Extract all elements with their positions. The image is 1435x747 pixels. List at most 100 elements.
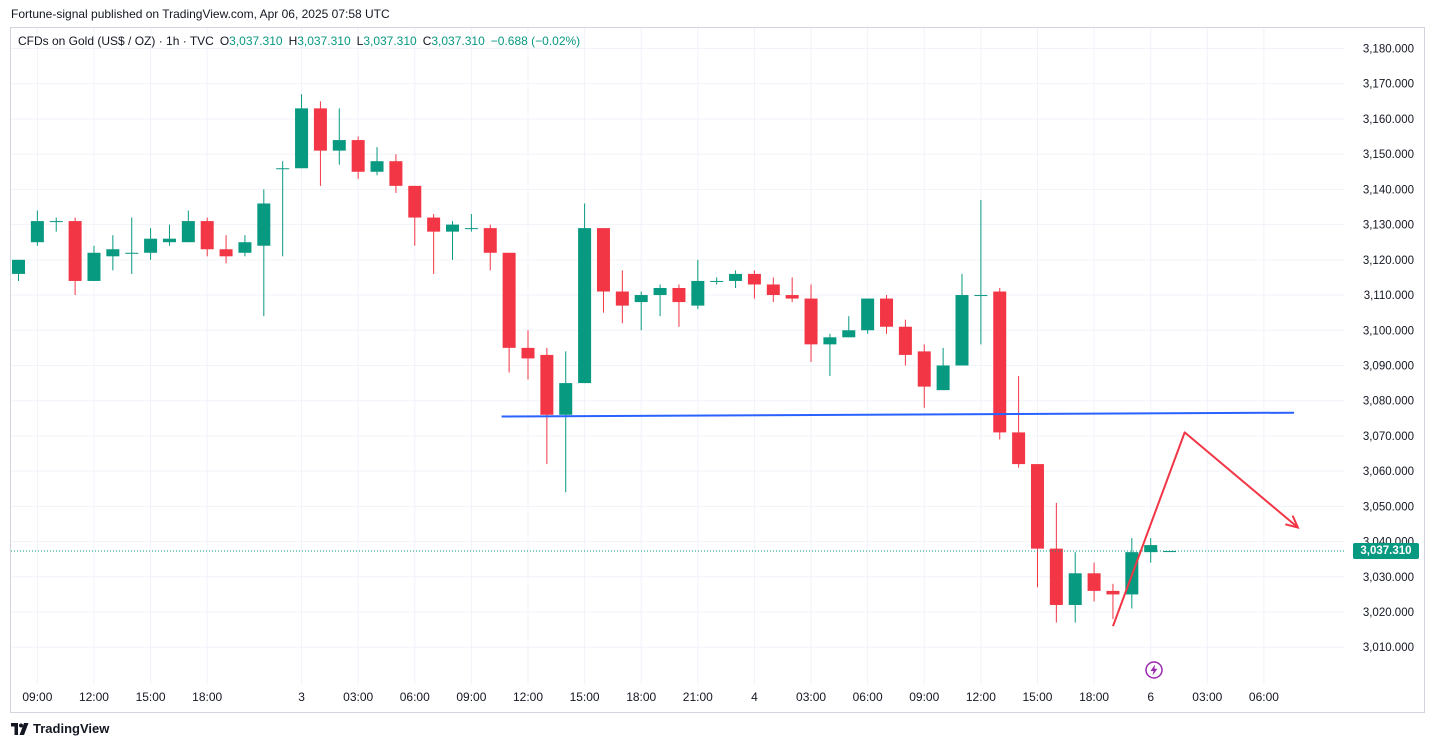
candle-4 xyxy=(87,245,101,281)
candles xyxy=(12,94,1177,623)
legend-close-label: C xyxy=(422,34,432,48)
x-tick-label: 4 xyxy=(751,690,758,704)
y-tick-label: 3,110.000 xyxy=(1364,290,1414,302)
candle-body xyxy=(30,221,44,243)
x-tick-label: 06:00 xyxy=(1249,690,1279,704)
candle-29 xyxy=(559,351,573,493)
candle-body xyxy=(181,221,195,243)
candle-57 xyxy=(1087,562,1101,602)
candle-body xyxy=(332,140,346,151)
candle-33 xyxy=(634,291,648,331)
candle-1 xyxy=(30,210,44,246)
candle-body xyxy=(691,280,705,306)
candle-45 xyxy=(861,298,875,334)
x-tick-label: 09:00 xyxy=(22,690,52,704)
candle-21 xyxy=(408,185,422,246)
candle-body xyxy=(125,252,139,254)
x-tick-label: 12:00 xyxy=(79,690,109,704)
candle-body xyxy=(559,383,573,415)
candle-body xyxy=(993,291,1007,433)
legend-open-value: 3,037.310 xyxy=(229,34,283,48)
y-tick-label: 3,050.000 xyxy=(1363,501,1414,513)
candle-body xyxy=(729,273,743,281)
x-tick-label: 12:00 xyxy=(513,690,543,704)
candle-36 xyxy=(691,259,705,310)
candle-16 xyxy=(313,101,327,186)
drawings xyxy=(501,411,1300,627)
legend-change: −0.688 (−0.02%) xyxy=(490,34,581,48)
candle-body xyxy=(955,295,969,366)
candle-26 xyxy=(502,252,516,373)
y-tick-label: 3,120.000 xyxy=(1363,255,1414,267)
candle-5 xyxy=(106,235,120,271)
candle-18 xyxy=(351,136,365,179)
candle-body xyxy=(427,217,441,232)
candle-51 xyxy=(974,199,988,345)
candle-42 xyxy=(804,284,818,362)
candle-28 xyxy=(540,347,554,465)
x-tick-label: 12:00 xyxy=(966,690,996,704)
candle-23 xyxy=(446,221,460,260)
y-tick-label: 3,100.000 xyxy=(1363,325,1414,337)
candle-34 xyxy=(653,284,667,317)
candle-body xyxy=(1106,590,1120,595)
candle-37 xyxy=(710,277,724,285)
legend-open-label: O xyxy=(219,34,230,48)
time-axis: 09:00 12:00 15:00 18:00 3 03:00 06:00 09:00 12:0… xyxy=(22,690,1279,704)
candle-27 xyxy=(521,330,535,380)
brand-name: TradingView xyxy=(33,721,110,736)
candle-38 xyxy=(729,270,743,288)
legend-symbol[interactable]: CFDs on Gold (US$ / OZ) · 1h · TVC xyxy=(18,34,214,48)
candle-body xyxy=(1144,545,1158,553)
candle-24 xyxy=(464,214,478,232)
candle-15 xyxy=(295,94,309,169)
candle-body xyxy=(917,351,931,387)
x-tick-label: 06:00 xyxy=(400,690,430,704)
y-tick-label: 3,170.000 xyxy=(1363,79,1414,91)
candle-49 xyxy=(936,347,950,391)
grid-lines xyxy=(11,28,1345,684)
candle-0 xyxy=(12,259,25,281)
candle-44 xyxy=(842,316,856,338)
y-tick-label: 3,090.000 xyxy=(1363,360,1414,372)
candle-body xyxy=(219,249,233,257)
candle-50 xyxy=(955,273,969,366)
candle-body xyxy=(351,140,365,172)
y-tick-label: 3,130.000 xyxy=(1363,220,1414,232)
candle-body xyxy=(615,291,629,306)
legend-low-value: 3,037.310 xyxy=(363,34,417,48)
x-tick-label: 15:00 xyxy=(136,690,166,704)
candle-body xyxy=(313,108,327,151)
candle-54 xyxy=(1030,464,1044,588)
candle-body xyxy=(634,295,648,303)
candle-body xyxy=(1087,573,1101,591)
candle-body xyxy=(12,259,25,274)
y-tick-label: 3,160.000 xyxy=(1363,114,1414,126)
lightning-bolt-icon[interactable] xyxy=(1145,661,1163,679)
candle-40 xyxy=(766,277,780,303)
y-tick-label: 3,180.000 xyxy=(1363,44,1414,56)
tradingview-logo-icon xyxy=(11,722,29,735)
candle-body xyxy=(49,221,63,223)
candle-body xyxy=(785,295,799,299)
tradingview-brand[interactable]: TradingView xyxy=(11,721,109,736)
projection-path[interactable] xyxy=(1112,431,1299,627)
candle-body xyxy=(1068,573,1082,605)
x-tick-label: 06:00 xyxy=(853,690,883,704)
candle-53 xyxy=(1012,376,1026,468)
support-trend-line[interactable] xyxy=(501,411,1295,418)
candle-60 xyxy=(1144,538,1158,563)
x-tick-label: 18:00 xyxy=(626,690,656,704)
candle-9 xyxy=(181,210,195,243)
candle-body xyxy=(521,347,535,359)
candle-body xyxy=(295,108,309,169)
candle-body xyxy=(446,224,460,232)
y-tick-label: 3,030.000 xyxy=(1363,572,1414,584)
candle-22 xyxy=(427,214,441,274)
x-tick-label: 03:00 xyxy=(796,690,826,704)
candle-body xyxy=(804,298,818,345)
candle-body xyxy=(653,287,667,296)
candle-48 xyxy=(917,344,931,408)
y-tick-label: 3,060.000 xyxy=(1363,466,1414,478)
